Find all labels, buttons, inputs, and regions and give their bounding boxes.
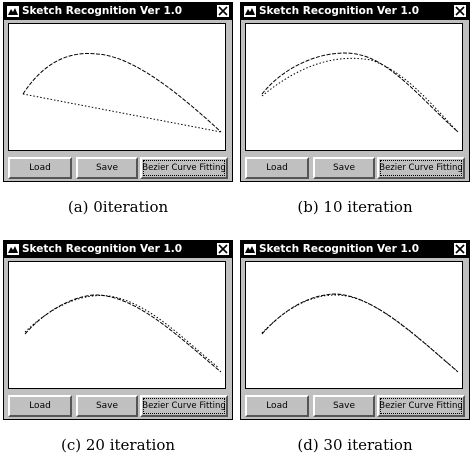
sketch-canvas[interactable] — [245, 261, 463, 389]
close-icon — [218, 6, 228, 16]
save-button[interactable]: Save — [313, 157, 375, 179]
sketch-canvas[interactable] — [245, 23, 463, 151]
panel-c: Sketch Recognition Ver 1.0 Load Save Bez… — [3, 240, 233, 462]
close-icon — [455, 244, 465, 254]
window-title: Sketch Recognition Ver 1.0 — [259, 243, 420, 255]
sketch-stroke — [261, 293, 459, 373]
panel-d: Sketch Recognition Ver 1.0 Load Save Bez… — [240, 240, 470, 462]
window-title: Sketch Recognition Ver 1.0 — [22, 243, 183, 255]
sketch-drawing — [24, 294, 222, 373]
app-icon — [7, 6, 19, 17]
sketch-stroke — [261, 52, 459, 133]
fitted-curve — [24, 295, 220, 369]
save-button[interactable]: Save — [313, 395, 375, 417]
app-window: Sketch Recognition Ver 1.0 Load Save Bez… — [3, 2, 233, 182]
app-icon — [244, 6, 256, 17]
load-button[interactable]: Load — [8, 395, 72, 417]
close-button[interactable] — [216, 242, 230, 256]
button-row: Load Save Bezier Curve Fitting — [241, 157, 469, 179]
button-row: Load Save Bezier Curve Fitting — [241, 395, 469, 417]
load-button[interactable]: Load — [8, 157, 72, 179]
bezier-fit-button[interactable]: Bezier Curve Fitting — [140, 157, 228, 179]
button-row: Load Save Bezier Curve Fitting — [4, 395, 232, 417]
sketch-canvas[interactable] — [8, 261, 226, 389]
panel-b: Sketch Recognition Ver 1.0 Load Save Bez… — [240, 2, 470, 224]
bezier-fit-button[interactable]: Bezier Curve Fitting — [377, 395, 465, 417]
close-button[interactable] — [453, 242, 467, 256]
sketch-drawing — [261, 52, 459, 133]
save-button[interactable]: Save — [76, 395, 138, 417]
window-title: Sketch Recognition Ver 1.0 — [259, 5, 420, 17]
title-bar[interactable]: Sketch Recognition Ver 1.0 — [241, 3, 469, 20]
close-icon — [218, 244, 228, 254]
sketch-drawing — [261, 293, 459, 373]
title-bar[interactable]: Sketch Recognition Ver 1.0 — [241, 241, 469, 258]
panel-a: Sketch Recognition Ver 1.0 Load Save Bez… — [3, 2, 233, 224]
figure-caption: (b) 10 iteration — [297, 198, 413, 216]
bezier-fit-button[interactable]: Bezier Curve Fitting — [377, 157, 465, 179]
app-window: Sketch Recognition Ver 1.0 Load Save Bez… — [3, 240, 233, 420]
figure-caption: (a) 0iteration — [67, 198, 169, 216]
sketch-stroke — [24, 294, 222, 373]
app-icon — [7, 244, 19, 255]
sketch-stroke — [22, 53, 222, 133]
title-bar[interactable]: Sketch Recognition Ver 1.0 — [4, 3, 232, 20]
figure-caption: (c) 20 iteration — [60, 436, 176, 454]
sketch-drawing — [22, 53, 222, 133]
load-button[interactable]: Load — [245, 157, 309, 179]
app-window: Sketch Recognition Ver 1.0 Load Save Bez… — [240, 2, 470, 182]
close-icon — [455, 6, 465, 16]
fitted-curve — [22, 93, 222, 133]
app-icon — [244, 244, 256, 255]
fitted-curve — [261, 294, 457, 371]
close-button[interactable] — [453, 4, 467, 18]
button-row: Load Save Bezier Curve Fitting — [4, 157, 232, 179]
close-button[interactable] — [216, 4, 230, 18]
sketch-canvas[interactable] — [8, 23, 226, 151]
bezier-fit-button[interactable]: Bezier Curve Fitting — [140, 395, 228, 417]
app-window: Sketch Recognition Ver 1.0 Load Save Bez… — [240, 240, 470, 420]
window-title: Sketch Recognition Ver 1.0 — [22, 5, 183, 17]
load-button[interactable]: Load — [245, 395, 309, 417]
fitted-curve — [261, 57, 459, 133]
title-bar[interactable]: Sketch Recognition Ver 1.0 — [4, 241, 232, 258]
figure-caption: (d) 30 iteration — [297, 436, 413, 454]
save-button[interactable]: Save — [76, 157, 138, 179]
